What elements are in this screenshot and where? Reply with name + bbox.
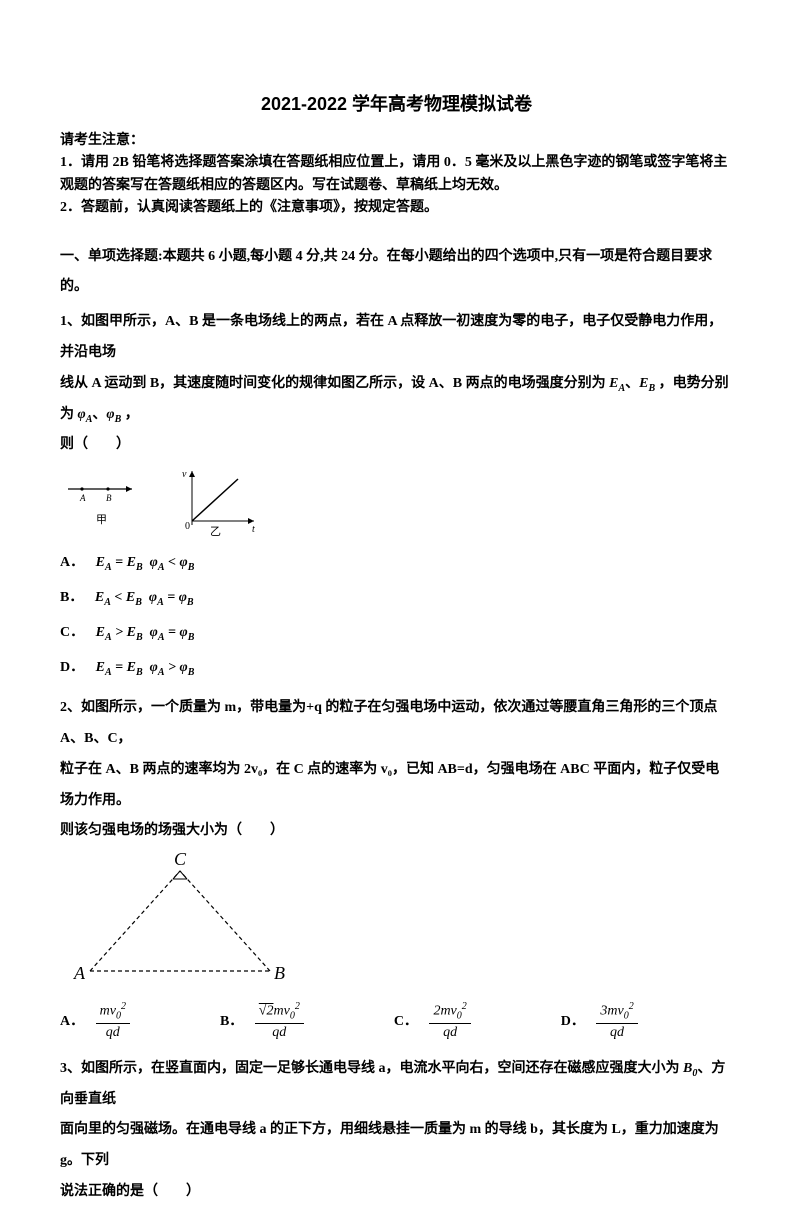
q2-opta-label: A． bbox=[60, 1014, 84, 1029]
notice-line-2: 2．答题前，认真阅读答题纸上的《注意事项》，按规定答题。 bbox=[60, 197, 733, 219]
q1-optb-formula: EA < EB φA = φB bbox=[95, 590, 194, 605]
q2-optc-frac: 2mv02 qd bbox=[429, 1001, 470, 1042]
q1-optd-label: D． bbox=[60, 660, 84, 675]
q1-line2-pre: 线从 A 运动到 B，其速度随时间变化的规律如图乙所示，设 A、B 两点的电场强… bbox=[60, 376, 609, 391]
q2-label-b: B bbox=[274, 963, 285, 983]
q2-optd-label: D． bbox=[561, 1014, 585, 1029]
q1-fig2-cap: 乙 bbox=[210, 525, 221, 537]
symbol-phia: φA bbox=[78, 407, 93, 422]
q2-option-d: D． 3mv02 qd bbox=[561, 1001, 638, 1042]
q2-optc-label: C． bbox=[394, 1014, 418, 1029]
q1-opta-formula: EA = EB φA < φB bbox=[96, 555, 195, 570]
q3-line2: 面向里的匀强磁场。在通电导线 a 的正下方，用细线悬挂一质量为 m 的导线 b，… bbox=[60, 1115, 733, 1177]
page-title: 2021-2022 学年高考物理模拟试卷 bbox=[60, 90, 733, 116]
q1-figure-jia: A B 甲 bbox=[60, 467, 150, 537]
q1-line2-tail: ， bbox=[121, 407, 139, 422]
q2-options-row: A． mv02 qd B． √2mv02 qd C． 2mv02 qd bbox=[60, 1001, 733, 1042]
q1-option-b: B． EA < EB φA = φB bbox=[60, 580, 733, 615]
q3-line1-pre: 3、如图所示，在竖直面内，固定一足够长通电导线 a，电流水平向右，空间还存在磁感… bbox=[60, 1061, 683, 1076]
q2-optb-label: B． bbox=[220, 1014, 243, 1029]
q1-optc-label: C． bbox=[60, 625, 84, 640]
q1-fig2-o: 0 bbox=[185, 521, 190, 532]
section-1-heading: 一、单项选择题:本题共 6 小题,每小题 4 分,共 24 分。在每小题给出的四… bbox=[60, 242, 733, 304]
q3-line3: 说法正确的是（ ） bbox=[60, 1177, 733, 1208]
q3-line1: 3、如图所示，在竖直面内，固定一足够长通电导线 a，电流水平向右，空间还存在磁感… bbox=[60, 1054, 733, 1116]
q2-label-a: A bbox=[73, 963, 86, 983]
q1-diagrams: A B 甲 v 0 t 乙 bbox=[60, 467, 733, 537]
q2-line2: 粒子在 A、B 两点的速率均为 2v₀，在 C 点的速率为 v₀，已知 AB=d… bbox=[60, 755, 733, 817]
q1-option-a: A． EA = EB φA < φB bbox=[60, 545, 733, 580]
q1-line2: 线从 A 运动到 B，其速度随时间变化的规律如图乙所示，设 A、B 两点的电场强… bbox=[60, 369, 733, 431]
notice-heading: 请考生注意： bbox=[60, 130, 733, 152]
exam-page: 2021-2022 学年高考物理模拟试卷 请考生注意： 1．请用 2B 铅笔将选… bbox=[0, 0, 793, 1122]
q2-line1: 2、如图所示，一个质量为 m，带电量为+q 的粒子在匀强电场中运动，依次通过等腰… bbox=[60, 693, 733, 755]
q1-line2-mid: 、 bbox=[625, 376, 639, 391]
q1-option-c: C． EA > EB φA = φB bbox=[60, 615, 733, 650]
q1-opta-label: A． bbox=[60, 555, 84, 570]
q2-option-b: B． √2mv02 qd bbox=[220, 1001, 304, 1042]
q1-option-d: D． EA = EB φA > φB bbox=[60, 650, 733, 685]
question-1: 1、如图甲所示，A、B 是一条电场线上的两点，若在 A 点释放一初速度为零的电子… bbox=[60, 307, 733, 685]
q2-option-c: C． 2mv02 qd bbox=[394, 1001, 471, 1042]
q1-optc-formula: EA > EB φA = φB bbox=[96, 625, 195, 640]
q2-label-c: C bbox=[174, 851, 187, 869]
q1-fig1-a: A bbox=[79, 493, 86, 503]
question-3: 3、如图所示，在竖直面内，固定一足够长通电导线 a，电流水平向右，空间还存在磁感… bbox=[60, 1054, 733, 1208]
q1-figure-yi: v 0 t 乙 bbox=[174, 467, 264, 537]
q1-line3: 则（ ） bbox=[60, 430, 733, 461]
notice-line-1: 1．请用 2B 铅笔将选择题答案涂填在答题纸相应位置上，请用 0．5 毫米及以上… bbox=[60, 152, 733, 197]
q1-fig2-v: v bbox=[182, 469, 187, 480]
q1-optd-formula: EA = EB φA > φB bbox=[96, 660, 195, 675]
symbol-ea: EA bbox=[609, 376, 625, 391]
q1-optb-label: B． bbox=[60, 590, 83, 605]
q2-triangle-figure: A B C bbox=[60, 851, 300, 991]
q1-fig1-b: B bbox=[106, 493, 112, 503]
question-2: 2、如图所示，一个质量为 m，带电量为+q 的粒子在匀强电场中运动，依次通过等腰… bbox=[60, 693, 733, 1042]
q2-opta-frac: mv02 qd bbox=[96, 1001, 130, 1042]
symbol-phib: φB bbox=[106, 407, 121, 422]
q2-optb-frac: √2mv02 qd bbox=[255, 1001, 304, 1042]
q1-fig2-t: t bbox=[252, 524, 255, 535]
symbol-b0: B0 bbox=[683, 1061, 697, 1076]
q2-optd-frac: 3mv02 qd bbox=[596, 1001, 637, 1042]
symbol-eb: EB bbox=[639, 376, 655, 391]
q1-line2-end: 、 bbox=[92, 407, 106, 422]
q2-line3: 则该匀强电场的场强大小为（ ） bbox=[60, 816, 733, 847]
q2-option-a: A． mv02 qd bbox=[60, 1001, 130, 1042]
q1-fig1-cap: 甲 bbox=[96, 514, 107, 526]
q1-line1: 1、如图甲所示，A、B 是一条电场线上的两点，若在 A 点释放一初速度为零的电子… bbox=[60, 307, 733, 369]
